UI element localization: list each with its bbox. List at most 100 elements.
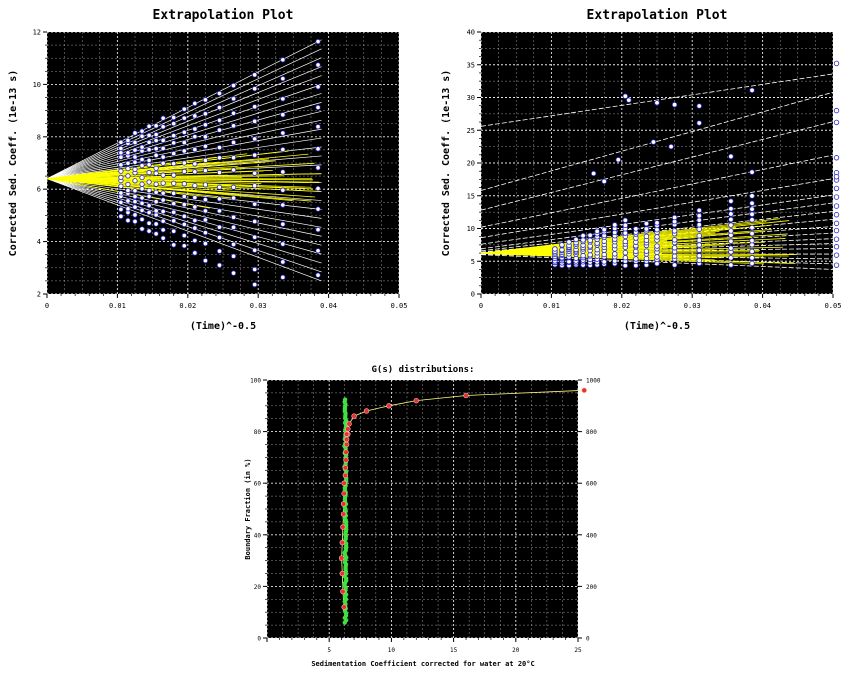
data-point (696, 247, 702, 253)
data-point (643, 233, 650, 240)
data-point (153, 181, 159, 187)
fit-line (480, 175, 852, 239)
red-point (341, 480, 347, 486)
data-point (216, 127, 223, 133)
y-tick-label: 30 (467, 94, 475, 102)
data-point (728, 238, 734, 245)
fit-line (46, 137, 322, 180)
data-point (230, 155, 237, 161)
data-point (202, 240, 208, 247)
data-point (125, 137, 131, 144)
data-point (280, 274, 286, 280)
data-point (622, 262, 629, 269)
data-point (216, 248, 223, 254)
data-point (252, 136, 258, 142)
data-point (118, 162, 124, 168)
y-tick-label: 8 (37, 133, 41, 141)
data-point (181, 193, 187, 200)
x-tick-label: 0.05 (391, 302, 408, 310)
plot3: G(s) distributions: 5 10 15 20 25 0 20 40 60 80 10… (244, 364, 601, 668)
fit-line-core (46, 178, 316, 198)
fit-line (480, 237, 852, 254)
data-point (132, 154, 138, 160)
data-point (728, 198, 734, 204)
red-point (340, 524, 346, 530)
red-point (343, 449, 349, 455)
data-point (749, 255, 755, 261)
plot1: Extrapolation Plot 0 0.01 0.02 0.03 0.04 0.05… (8, 8, 407, 332)
data-point (160, 160, 166, 166)
data-point (171, 140, 177, 146)
data-point (833, 227, 840, 234)
data-point (749, 193, 755, 199)
red-point (342, 472, 349, 479)
fit-line-core (46, 150, 289, 180)
data-point (643, 248, 650, 254)
data-point (252, 218, 258, 225)
y2-tick-label: 400 (586, 532, 597, 539)
data-point (280, 221, 286, 227)
data-point (633, 226, 639, 232)
data-point (559, 242, 565, 248)
data-point (552, 246, 558, 252)
data-point (153, 152, 159, 158)
plot1-points (118, 38, 321, 288)
data-point (230, 241, 237, 248)
data-point (252, 72, 258, 78)
data-point (230, 82, 237, 89)
data-point (833, 236, 840, 242)
data-point (252, 118, 258, 124)
data-point (668, 143, 674, 150)
data-point (216, 90, 223, 96)
data-point (749, 237, 755, 244)
data-point (139, 133, 145, 139)
data-point (728, 255, 734, 261)
red-point (340, 588, 346, 595)
data-point (315, 146, 321, 152)
red-point (343, 457, 349, 463)
data-point (132, 178, 138, 184)
fit-line (480, 86, 852, 191)
fit-line (480, 254, 852, 271)
data-point (696, 222, 702, 228)
y2-tick-label: 1000 (586, 378, 601, 385)
data-point (132, 166, 138, 173)
data-point (181, 160, 187, 166)
fit-line (46, 93, 322, 180)
data-point (696, 217, 702, 223)
data-point (654, 220, 660, 226)
data-point (118, 190, 124, 196)
data-point (671, 237, 678, 243)
data-point (280, 169, 286, 175)
data-point (280, 57, 286, 63)
red-point (339, 539, 345, 546)
data-point (202, 157, 208, 163)
data-point (160, 154, 166, 160)
data-point (160, 197, 166, 203)
data-point (749, 230, 755, 237)
fit-line (480, 116, 852, 211)
plot3-grid (266, 379, 579, 639)
data-point (202, 97, 208, 103)
data-point (728, 262, 734, 268)
red-point (343, 436, 350, 443)
data-point (230, 214, 237, 220)
data-point (280, 130, 286, 136)
data-point (252, 282, 258, 288)
y2-tick-label: 800 (586, 429, 597, 436)
fit-line (46, 128, 322, 180)
y-tick-label: 20 (254, 584, 262, 591)
data-point (594, 228, 600, 235)
data-point (171, 242, 177, 248)
data-point (181, 148, 187, 154)
plot3-ylabel: Boundary Fraction (in %) (244, 458, 252, 559)
data-point (622, 230, 629, 236)
data-point (118, 145, 124, 152)
data-point (749, 206, 755, 212)
y-tick-label: 10 (33, 81, 41, 89)
data-point (181, 115, 187, 121)
data-point (580, 232, 586, 239)
data-point (654, 243, 660, 249)
data-point (252, 104, 258, 110)
